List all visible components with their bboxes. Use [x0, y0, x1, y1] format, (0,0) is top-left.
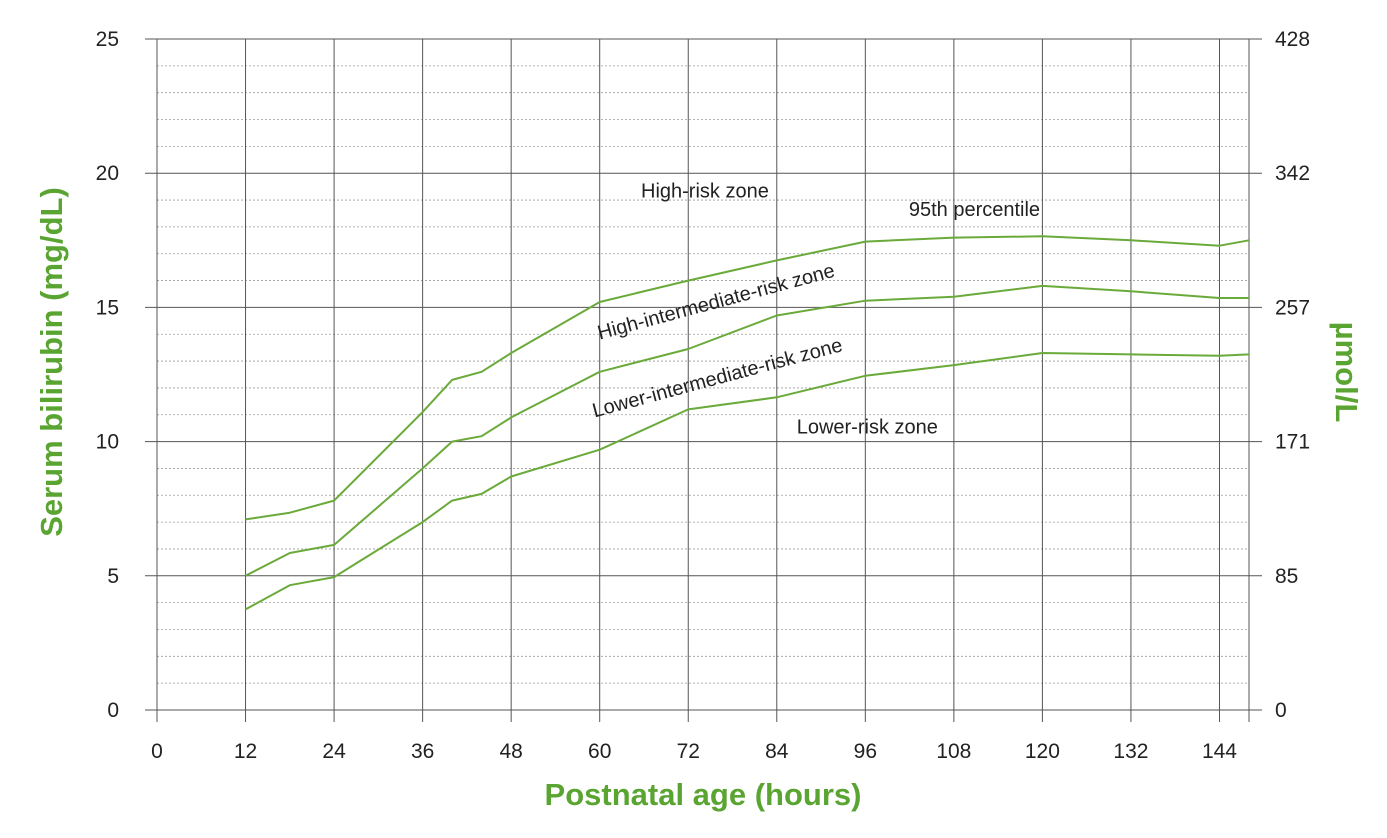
y2-tick-label: 257 — [1275, 296, 1310, 319]
y2-tick-label: 342 — [1275, 162, 1310, 185]
y-tick-label: 0 — [107, 699, 119, 722]
y2-tick-label: 171 — [1275, 431, 1310, 454]
tick-layer: 0 12 24 36 48 60 72 84 96 108 120 132 144 0 5 10 15 20 25 0… — [96, 28, 1310, 763]
x-tick-label: 144 — [1202, 740, 1237, 763]
y2-tick-label: 85 — [1275, 565, 1298, 588]
x-tick-label: 60 — [588, 740, 611, 763]
x-tick-label: 120 — [1025, 740, 1060, 763]
series-line-1 — [245, 235, 1250, 521]
x-tick-label: 132 — [1113, 740, 1148, 763]
y-tick-label: 20 — [96, 162, 119, 185]
x-tick-label: 84 — [765, 740, 789, 763]
x-tick-label: 12 — [234, 740, 257, 763]
minor-grid — [157, 65, 1249, 684]
zone-label: Lower-intermediate-risk zone — [590, 334, 845, 422]
series-line-3 — [245, 352, 1250, 611]
y-tick-label: 15 — [96, 296, 119, 319]
y-tick-label: 25 — [96, 28, 119, 51]
zone-label: 95th percentile — [909, 199, 1040, 221]
y-tick-label: 10 — [96, 431, 119, 454]
series-layer — [245, 235, 1250, 611]
x-tick-label: 108 — [936, 740, 971, 763]
x-tick-label: 24 — [322, 740, 346, 763]
series-line-2 — [245, 284, 1249, 577]
zone-label: High-intermediate-risk zone — [595, 260, 837, 345]
y2-tick-label: 428 — [1275, 28, 1310, 51]
y-axis-title: Serum bilirubin (mg/dL) — [34, 187, 69, 537]
y-tick-label: 5 — [107, 565, 119, 588]
x-tick-label: 0 — [151, 740, 163, 763]
x-tick-label: 36 — [411, 740, 434, 763]
x-tick-label: 96 — [854, 740, 877, 763]
x-axis-title: Postnatal age (hours) — [545, 777, 862, 812]
y2-axis-title: µmol/L — [1329, 322, 1364, 423]
x-tick-label: 72 — [677, 740, 700, 763]
y2-tick-label: 0 — [1275, 699, 1287, 722]
x-tick-label: 48 — [499, 740, 522, 763]
zone-label: Lower-risk zone — [797, 417, 938, 439]
major-grid — [145, 38, 1262, 722]
zone-label: High-risk zone — [641, 180, 769, 202]
